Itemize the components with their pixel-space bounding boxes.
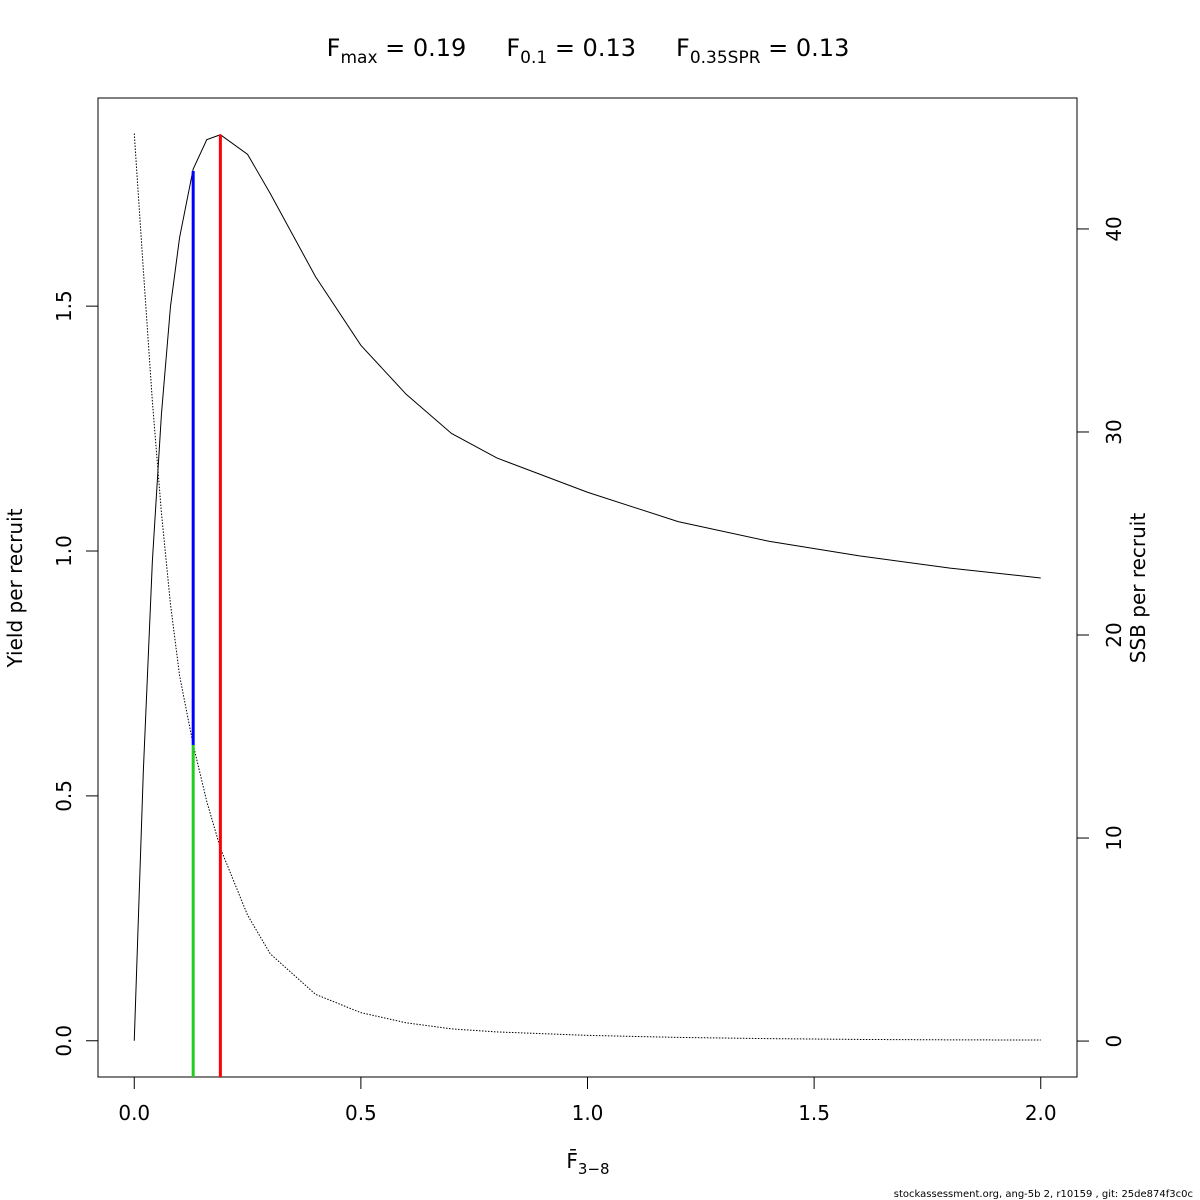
y-tick-label: 0.0 [52,1025,76,1057]
x-label-symbol: F̄ [566,1148,578,1173]
y2-tick-label: 30 [1102,419,1126,444]
x-label-subscript: 3−8 [578,1160,610,1178]
x-tick-label: 0.5 [345,1101,377,1125]
x-tick-label: 2.0 [1025,1101,1057,1125]
title-subscript: 0.1 [520,48,547,68]
title-symbol: F [327,34,341,62]
chart-title: Fmax = 0.19 F0.1 = 0.13 F0.35SPR = 0.13 [327,34,850,68]
plot-box [97,97,1078,1078]
y2-tick-label: 0 [1102,1035,1126,1048]
title-symbol: F [676,34,690,62]
series-line [133,133,1041,1041]
y-tick-label: 0.5 [52,780,76,812]
title-subscript: max [340,48,377,68]
y-axis-label: Yield per recruit [3,508,27,668]
y-tick-label: 1.5 [52,290,76,322]
y2-tick-label: 40 [1102,216,1126,241]
title-text: = 0.19 [378,34,467,62]
x-tick-label: 0.0 [118,1101,150,1125]
x-tick-label: 1.0 [572,1101,604,1125]
y-tick-label: 1.0 [52,535,76,567]
series-line [133,134,1041,1041]
x-tick-label: 1.5 [798,1101,830,1125]
footer: stockassessment.org, ang-5b 2, r10159 , … [894,1189,1193,1200]
x-axis-label: F̄3−8 [566,1148,609,1178]
title-symbol: F [506,34,520,62]
y2-tick-label: 10 [1102,825,1126,850]
title-subscript: 0.35SPR [690,48,761,68]
title-text: = 0.13 [761,34,850,62]
y2-tick-label: 20 [1102,622,1126,647]
title-text: = 0.13 [547,34,636,62]
y2-axis-label: SSB per recruit [1126,513,1150,664]
